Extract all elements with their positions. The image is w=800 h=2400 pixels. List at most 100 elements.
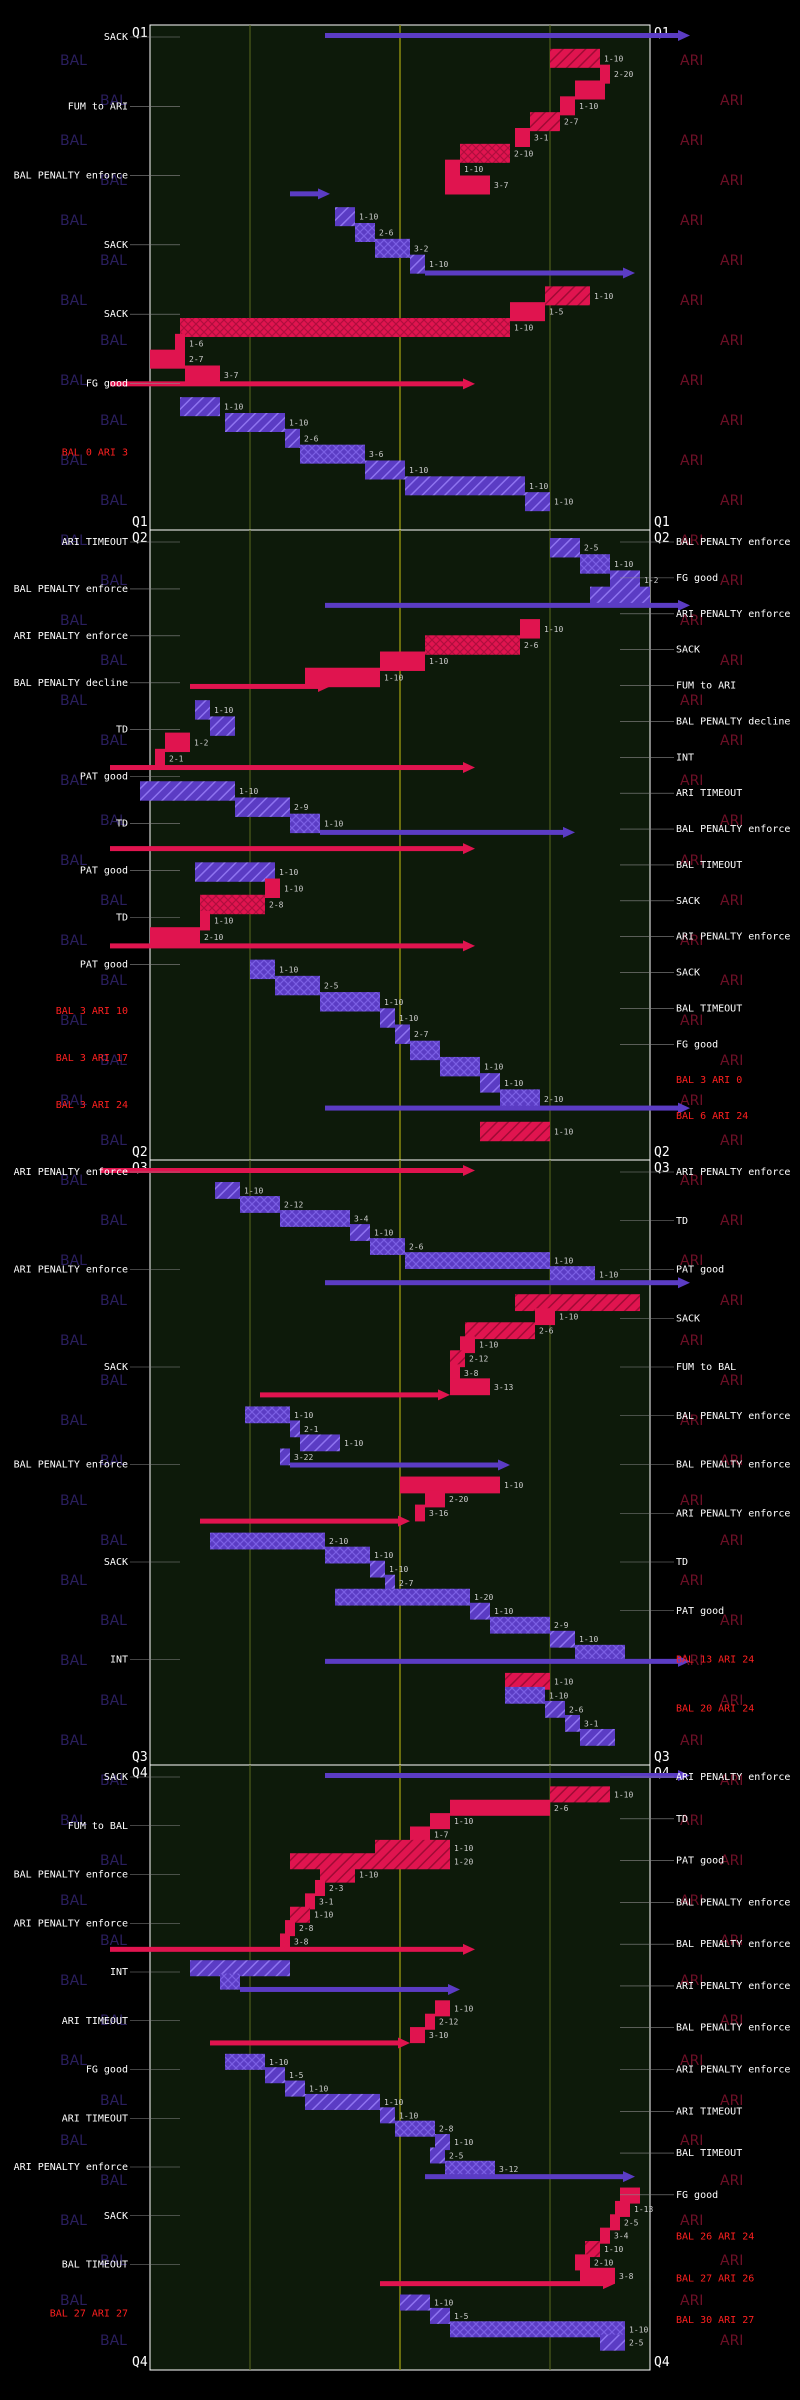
down-distance-label: 2-8 <box>299 1924 314 1933</box>
watermark-bal: BAL <box>60 773 87 789</box>
drive-bar-ari <box>185 365 220 385</box>
drive-arrow-ari <box>110 381 465 387</box>
down-distance-label: 2-12 <box>284 1200 303 1209</box>
watermark-ari: ARI <box>720 653 743 669</box>
down-distance-label: 2-12 <box>439 2018 458 2027</box>
event-label-right: BAL PENALTY enforce <box>676 1897 790 1908</box>
down-distance-label: 2-7 <box>414 1030 429 1039</box>
down-distance-label: 3-1 <box>319 1897 334 1906</box>
watermark-bal: BAL <box>60 2053 87 2069</box>
event-label-left: SACK <box>104 1557 128 1568</box>
event-label-right: FG good <box>676 2190 718 2201</box>
watermark-ari: ARI <box>720 1533 743 1549</box>
quarter-label: Q2 <box>654 1145 670 1160</box>
drive-arrowhead-bal <box>678 1277 690 1289</box>
drive-arrow-ari <box>110 1946 465 1952</box>
drive-bar-ari <box>175 333 185 353</box>
event-label-left: BAL PENALTY enforce <box>14 171 128 182</box>
quarter-q1: Q1Q1Q1Q11-102-201-102-73-12-101-103-71-1… <box>14 24 690 531</box>
drive-bar-bal <box>335 1588 470 1606</box>
watermark-ari: ARI <box>680 1813 703 1829</box>
down-distance-label: 2-9 <box>554 1621 569 1630</box>
down-distance-label: 2-20 <box>449 1495 468 1504</box>
drive-bar-ari <box>445 175 490 195</box>
down-distance-label: 1-10 <box>504 1481 523 1490</box>
event-label-right: PAT good <box>676 1265 724 1276</box>
watermark-ari: ARI <box>720 1693 743 1709</box>
watermark-bal: BAL <box>100 93 127 109</box>
drive-bar-ari <box>290 1906 310 1923</box>
watermark-bal: BAL <box>60 453 87 469</box>
drive-arrowhead-ari <box>398 1515 410 1527</box>
drive-bar-bal <box>245 1406 290 1424</box>
drive-arrow-bal <box>325 1280 680 1286</box>
drive-bar-bal <box>210 716 235 736</box>
watermark-bal: BAL <box>100 1133 127 1149</box>
watermark-bal: BAL <box>60 1093 87 1109</box>
drive-bar-bal <box>445 2160 495 2177</box>
watermark-bal: BAL <box>60 933 87 949</box>
drive-arrowhead-bal <box>623 267 635 279</box>
drive-bar-bal <box>610 570 640 590</box>
down-distance-label: 1-10 <box>544 625 563 634</box>
drive-bar-bal <box>550 1266 595 1283</box>
drive-bar-ari <box>620 2187 640 2204</box>
down-distance-label: 1-10 <box>504 1079 523 1088</box>
drive-arrowhead-ari <box>438 1389 450 1401</box>
watermark-ari: ARI <box>680 1173 703 1189</box>
watermark-ari: ARI <box>680 1493 703 1509</box>
watermark-bal: BAL <box>100 1853 127 1869</box>
drive-bar-bal <box>400 2294 430 2311</box>
drive-bar-bal <box>470 1602 490 1620</box>
score-label-right: BAL 30 ARI 27 <box>676 2315 754 2326</box>
event-label-left: PAT good <box>80 865 128 876</box>
event-label-left: FUM to BAL <box>68 1821 128 1832</box>
down-distance-label: 1-10 <box>454 2138 473 2147</box>
drive-bar-ari <box>315 1879 325 1897</box>
down-distance-label: 2-9 <box>294 803 309 812</box>
drive-bar-ari <box>560 96 575 116</box>
drive-arrowhead-bal <box>678 1770 690 1781</box>
down-distance-label: 1-10 <box>554 1257 573 1266</box>
drive-bar-ari <box>435 2000 450 2017</box>
drive-bar-bal <box>500 1089 540 1109</box>
quarter-label: Q3 <box>654 1750 670 1765</box>
watermark-ari: ARI <box>720 1373 743 1389</box>
drive-bar-ari <box>615 2200 630 2217</box>
event-label-right: PAT good <box>676 1606 724 1617</box>
drive-bar-bal <box>370 1238 405 1255</box>
watermark-bal: BAL <box>60 2213 87 2229</box>
down-distance-label: 1-10 <box>599 1271 618 1280</box>
down-distance-label: 1-10 <box>409 466 428 475</box>
down-distance-label: 1-10 <box>604 2245 623 2254</box>
watermark-ari: ARI <box>720 2013 743 2029</box>
drive-arrowhead-bal <box>678 1102 690 1114</box>
drive-arrow-ari <box>100 1168 465 1173</box>
down-distance-label: 1-6 <box>189 339 204 348</box>
drive-bar-ari <box>425 2013 435 2030</box>
drive-arrow-bal <box>290 191 320 197</box>
watermark-ari: ARI <box>680 1253 703 1269</box>
down-distance-label: 3-2 <box>414 244 429 253</box>
drive-bar-ari <box>575 80 605 100</box>
drive-arrowhead-bal <box>623 2171 635 2183</box>
drive-bar-bal <box>325 1546 370 1564</box>
drive-arrow-bal <box>325 1773 680 1778</box>
drive-bar-bal <box>355 223 375 242</box>
down-distance-label: 1-10 <box>454 1844 473 1853</box>
drive-bar-ari <box>200 910 210 931</box>
event-label-right: SACK <box>676 1313 700 1324</box>
event-label-right: TD <box>676 1814 688 1825</box>
drive-bar-bal <box>235 797 290 817</box>
drive-arrowhead-ari <box>603 2278 615 2290</box>
drive-bar-bal <box>410 1040 440 1061</box>
watermark-ari: ARI <box>720 1613 743 1629</box>
drive-bar-ari <box>450 1378 490 1396</box>
drive-arrow-ari <box>110 943 465 949</box>
down-distance-label: 3-4 <box>614 2232 629 2241</box>
drive-arrow-bal <box>425 2174 625 2180</box>
quarter-label: Q2 <box>132 531 148 546</box>
event-label-left: FUM to ARI <box>68 101 128 112</box>
drive-bar-bal <box>365 460 405 480</box>
down-distance-label: 2-6 <box>409 1243 424 1252</box>
